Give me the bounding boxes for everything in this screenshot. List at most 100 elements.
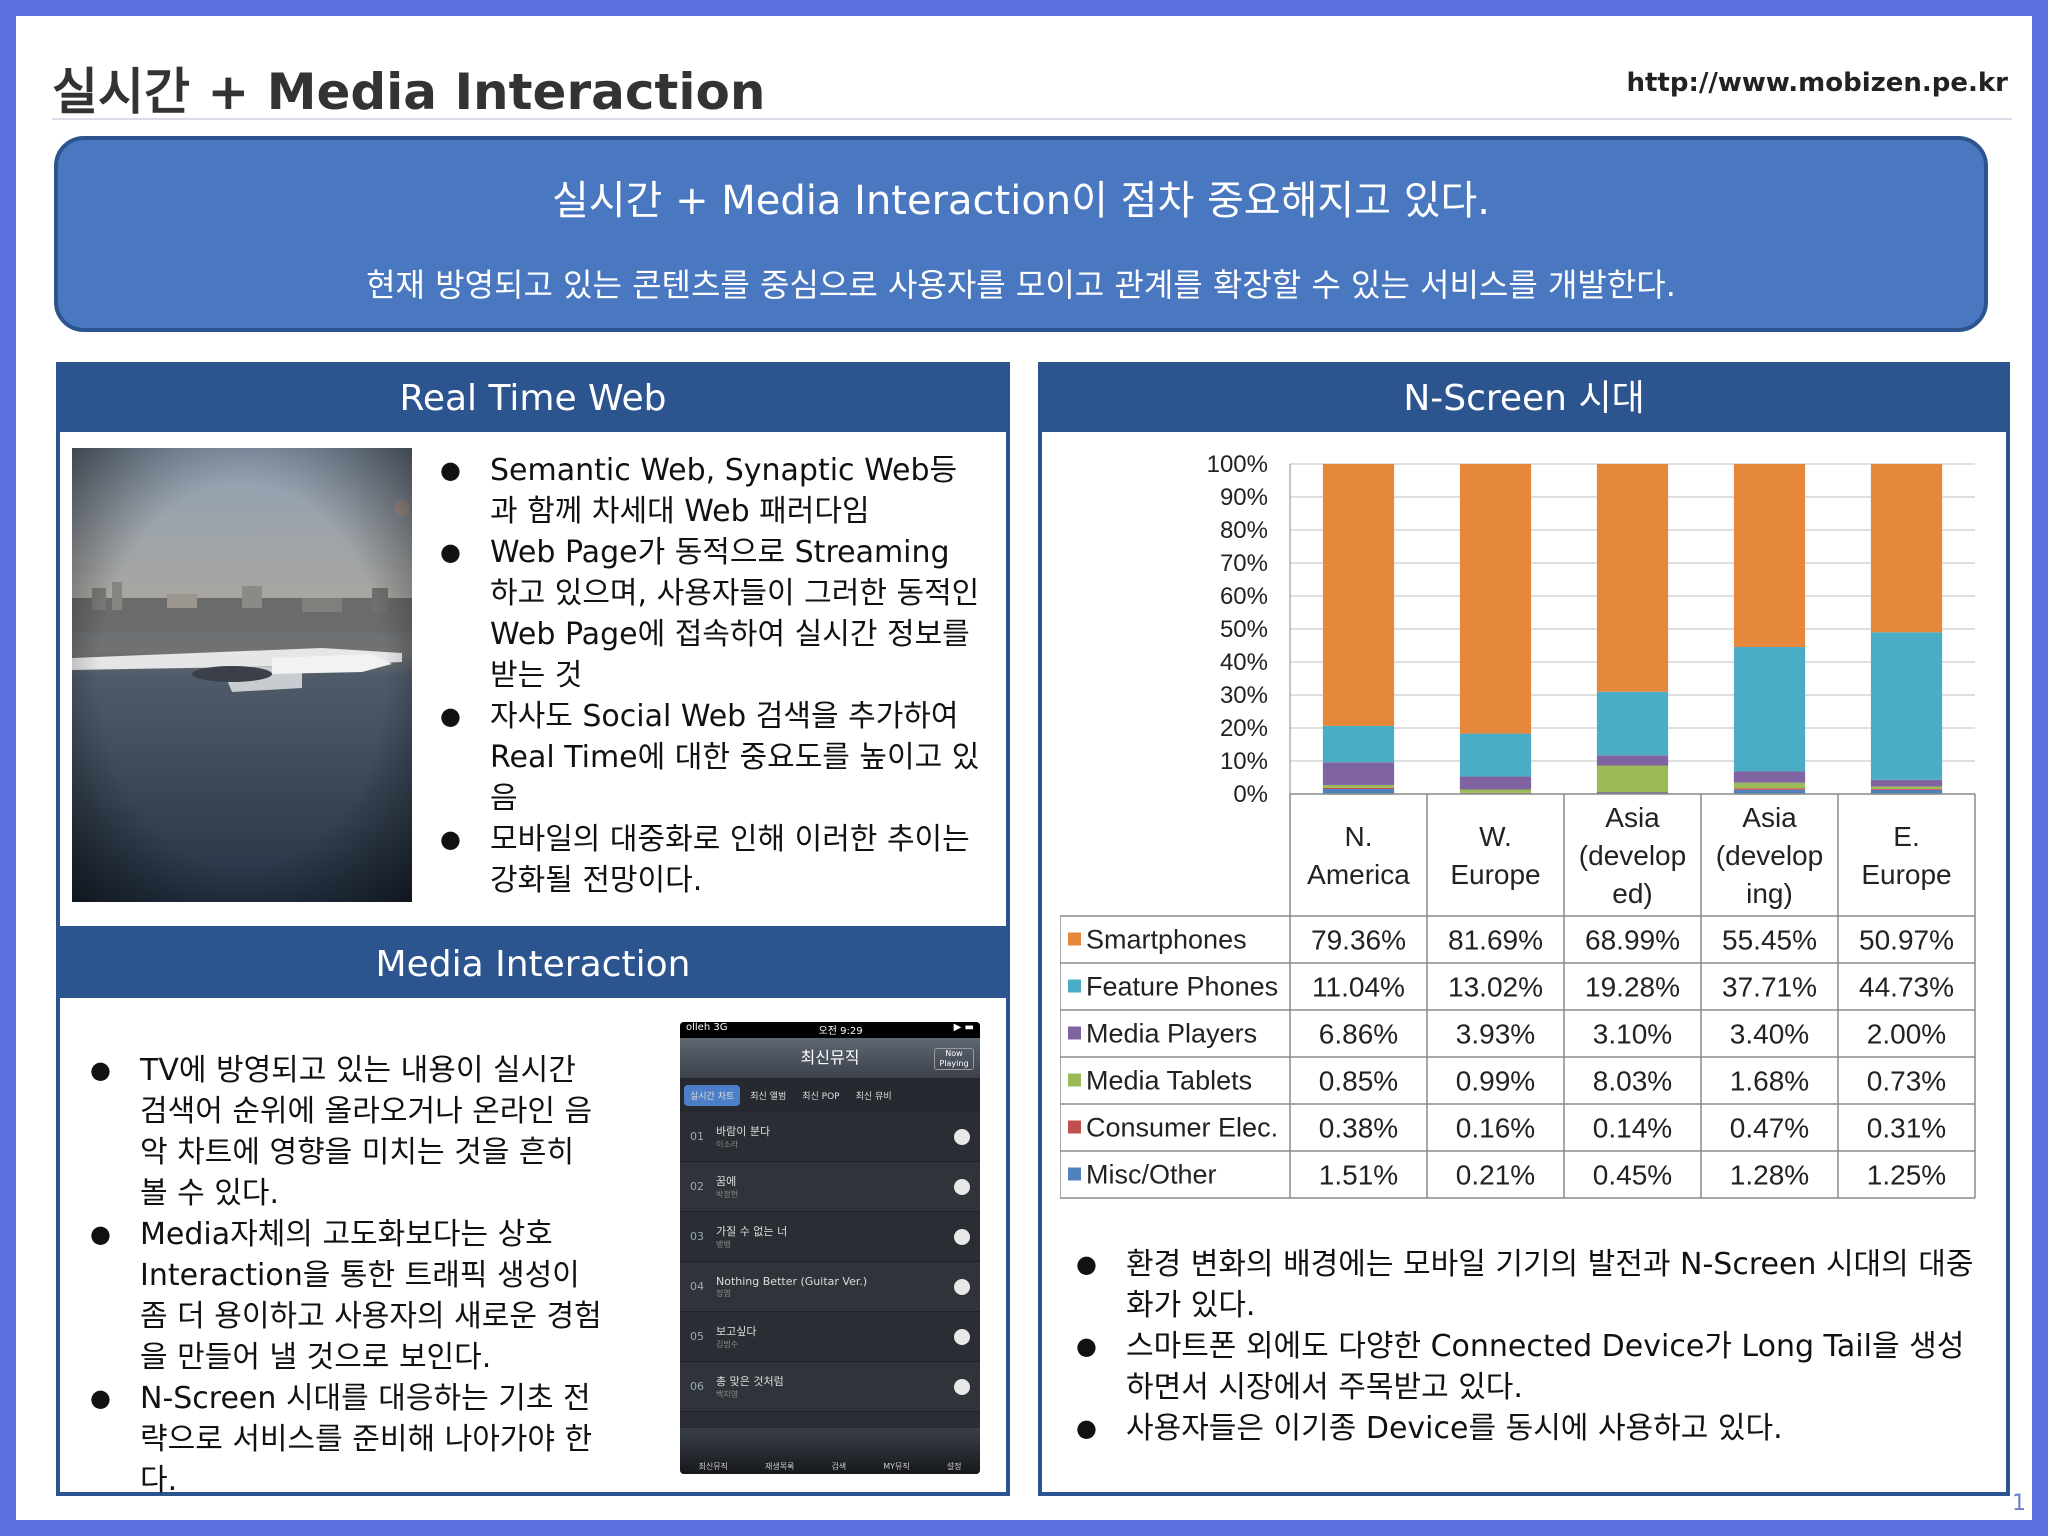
data-label: 0.14% bbox=[1593, 1113, 1672, 1144]
tab-new-mv[interactable]: 최신 뮤비 bbox=[855, 1091, 892, 1102]
y-tick-label: 10% bbox=[1220, 748, 1268, 775]
song-artist: 뱅뱅 bbox=[716, 1240, 731, 1249]
tab-new-pop[interactable]: 최신 POP bbox=[802, 1091, 840, 1102]
category-label: E. bbox=[1893, 821, 1919, 852]
bar-segment bbox=[1596, 755, 1669, 766]
category-label: ing) bbox=[1746, 878, 1793, 909]
song-rank: 02 bbox=[690, 1180, 704, 1193]
song-title: 보고싶다 bbox=[716, 1325, 757, 1338]
song-row[interactable]: 01 바람이 분다 이소라 bbox=[680, 1112, 980, 1162]
data-label: 19.28% bbox=[1585, 972, 1680, 1003]
phone-title-bar: 최신뮤직 Now Playing bbox=[680, 1038, 980, 1078]
media-interaction-bullets: TV에 방영되고 있는 내용이 실시간 검색어 순위에 올라오거나 온라인 음악… bbox=[90, 1050, 610, 1501]
data-label: 79.36% bbox=[1311, 925, 1406, 956]
phone-bottom-bar: 최신뮤직 재생목록 검색 MY뮤직 설정 bbox=[680, 1428, 980, 1474]
data-label: 0.73% bbox=[1867, 1066, 1946, 1097]
battery-icon: ▶ ▬ bbox=[953, 1022, 974, 1033]
category-label: Asia bbox=[1605, 802, 1660, 833]
y-tick-label: 80% bbox=[1220, 517, 1268, 544]
now-playing-button[interactable]: Now Playing bbox=[934, 1048, 974, 1070]
song-row[interactable]: 05 보고싶다 김범수 bbox=[680, 1312, 980, 1362]
bar-segment bbox=[1322, 787, 1395, 790]
bullet-item: Web Page가 동적으로 Streaming 하고 있으며, 사용자들이 그… bbox=[440, 532, 980, 696]
bullet-item: 사용자들은 이기종 Device를 동시에 사용하고 있다. bbox=[1076, 1408, 1976, 1449]
song-row[interactable]: 06 총 맞은 것처럼 백지영 bbox=[680, 1362, 980, 1412]
bar-segment bbox=[1733, 782, 1806, 789]
bullet-item: Media자체의 고도화보다는 상호 Interaction을 통한 트래픽 생… bbox=[90, 1214, 610, 1378]
data-label: 0.85% bbox=[1319, 1066, 1398, 1097]
y-tick-label: 30% bbox=[1220, 682, 1268, 709]
bar-segment bbox=[1322, 725, 1395, 763]
bullet-item: 모바일의 대중화로 인해 이러한 추이는 강화될 전망이다. bbox=[440, 819, 980, 901]
real-time-web-bullets: Semantic Web, Synaptic Web등과 함께 차세대 Web … bbox=[440, 450, 980, 901]
n-screen-panel: N-Screen 시대 0% 10% 20% 30% 40% 50% 60% 70% 80% 90… bbox=[1038, 362, 2010, 1496]
bottom-tab-search[interactable]: 검색 bbox=[831, 1462, 847, 1471]
bar-segment bbox=[1733, 788, 1806, 790]
song-title: 꿈에 bbox=[716, 1175, 737, 1188]
play-icon[interactable] bbox=[954, 1228, 970, 1245]
bar-segment bbox=[1459, 789, 1532, 793]
data-label: 1.51% bbox=[1319, 1160, 1398, 1191]
song-rank: 03 bbox=[690, 1230, 704, 1243]
bar-segment bbox=[1870, 632, 1943, 780]
data-label: 68.99% bbox=[1585, 925, 1680, 956]
site-url[interactable]: http://www.mobizen.pe.kr bbox=[1626, 68, 2008, 98]
song-rank: 05 bbox=[690, 1330, 704, 1343]
category-label: ed) bbox=[1612, 878, 1652, 909]
bar-segment bbox=[1870, 464, 1943, 633]
data-label: 0.47% bbox=[1730, 1113, 1809, 1144]
legend-swatch bbox=[1068, 979, 1081, 993]
category-label: Europe bbox=[1450, 859, 1540, 890]
y-tick-label: 50% bbox=[1220, 616, 1268, 643]
series-name: Media Players bbox=[1086, 1019, 1257, 1049]
bar-segment bbox=[1459, 464, 1532, 734]
real-time-web-panel: Real Time Web bbox=[56, 362, 1010, 930]
bar-segment bbox=[1870, 779, 1943, 787]
play-icon[interactable] bbox=[954, 1328, 970, 1345]
play-icon[interactable] bbox=[954, 1178, 970, 1195]
bar-segment bbox=[1870, 788, 1943, 790]
n-screen-heading: N-Screen 시대 bbox=[1042, 366, 2006, 432]
data-label: 1.28% bbox=[1730, 1160, 1809, 1191]
data-label: 2.00% bbox=[1867, 1019, 1946, 1050]
data-label: 37.71% bbox=[1722, 972, 1817, 1003]
bottom-tab-settings[interactable]: 설정 bbox=[946, 1462, 962, 1471]
bar-segment bbox=[1459, 792, 1532, 794]
data-label: 6.86% bbox=[1319, 1019, 1398, 1050]
category-label: Asia bbox=[1742, 802, 1797, 833]
legend-swatch bbox=[1068, 1073, 1081, 1087]
bar-segment bbox=[1322, 464, 1395, 726]
play-icon[interactable] bbox=[954, 1278, 970, 1295]
song-row[interactable]: 04 Nothing Better (Guitar Ver.) 정엽 bbox=[680, 1262, 980, 1312]
category-label: (develop bbox=[1579, 840, 1686, 871]
data-label: 44.73% bbox=[1859, 972, 1954, 1003]
bullet-item: N-Screen 시대를 대응하는 기초 전략으로 서비스를 준비해 나아가야 … bbox=[90, 1378, 610, 1501]
data-label: 0.99% bbox=[1456, 1066, 1535, 1097]
bottom-tab-my-music[interactable]: MY뮤직 bbox=[883, 1462, 910, 1471]
bar-segment bbox=[1322, 789, 1395, 794]
bullet-item: TV에 방영되고 있는 내용이 실시간 검색어 순위에 올라오거나 온라인 음악… bbox=[90, 1050, 610, 1214]
bar-segment bbox=[1733, 789, 1806, 794]
river-plane-photo bbox=[72, 448, 412, 902]
data-label: 81.69% bbox=[1448, 925, 1543, 956]
play-icon[interactable] bbox=[954, 1378, 970, 1395]
series-name: Feature Phones bbox=[1086, 972, 1278, 1002]
bar-segment bbox=[1733, 647, 1806, 772]
tab-new-album[interactable]: 최신 앨범 bbox=[750, 1091, 787, 1102]
data-label: 3.93% bbox=[1456, 1019, 1535, 1050]
song-artist: 정엽 bbox=[716, 1288, 731, 1298]
tab-realtime-chart[interactable]: 실시간 차트 bbox=[684, 1084, 741, 1106]
song-row[interactable]: 03 가질 수 없는 너 뱅뱅 bbox=[680, 1212, 980, 1262]
bar-segment bbox=[1596, 691, 1669, 756]
bar-segment bbox=[1596, 464, 1669, 692]
song-row[interactable]: 02 꿈에 박정현 bbox=[680, 1162, 980, 1212]
play-icon[interactable] bbox=[954, 1128, 970, 1145]
slide: 실시간 + Media Interaction http://www.mobiz… bbox=[16, 16, 2032, 1520]
data-label: 0.16% bbox=[1456, 1113, 1535, 1144]
bottom-tab-playlist[interactable]: 재생목록 bbox=[764, 1462, 795, 1471]
banner-headline: 실시간 + Media Interaction이 점차 중요해지고 있다. bbox=[551, 178, 1491, 224]
data-label: 3.40% bbox=[1730, 1019, 1809, 1050]
song-artist: 이소라 bbox=[716, 1140, 739, 1149]
bottom-tab-latest[interactable]: 최신뮤직 bbox=[698, 1462, 728, 1471]
y-tick-label: 70% bbox=[1220, 550, 1268, 577]
